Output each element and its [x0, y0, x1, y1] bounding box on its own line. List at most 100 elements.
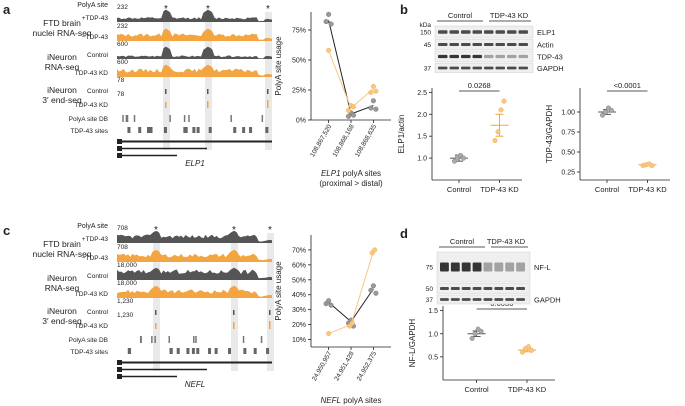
y-tick-label: 10% — [292, 337, 306, 344]
data-point — [346, 107, 352, 113]
chart-b-elp1: 1.0 1.5 2.0 2.5 Control TDP-43 KD ELP1/actin 0.… — [397, 81, 522, 194]
blot-band — [494, 287, 504, 290]
track-label: TDP-43 KD — [75, 102, 109, 109]
track-label: TDP-43 KD — [75, 323, 109, 330]
blot-band — [518, 54, 528, 59]
data-point — [600, 112, 606, 118]
blot-band — [450, 262, 460, 272]
y-tick-label: 1.5 — [417, 134, 427, 141]
tdp43-binding-site — [242, 127, 246, 133]
blot-row-label: TDP-43 — [537, 53, 563, 62]
blot-band — [495, 66, 505, 70]
kda-marker: 45 — [424, 42, 432, 49]
blot-band — [440, 298, 449, 301]
track-label: +TDP-43 — [82, 236, 109, 243]
end-seq-spike — [165, 102, 167, 108]
tdp43-binding-site — [169, 348, 173, 354]
data-point — [373, 88, 379, 94]
group-label: iNeuron — [47, 52, 77, 62]
blot-band — [505, 298, 515, 301]
end-seq-spike — [165, 89, 167, 94]
asterisk: * — [232, 225, 236, 236]
data-point — [326, 298, 332, 304]
polya-db-site — [139, 336, 142, 343]
asterisk: * — [154, 225, 158, 236]
tdp43-binding-site — [249, 127, 253, 133]
blot-band — [507, 30, 517, 34]
polya-db-site — [188, 115, 190, 122]
y-tick-label: 2.5 — [417, 90, 427, 97]
asterisk: * — [164, 4, 168, 15]
y-tick-label: 25% — [292, 88, 306, 95]
kda-marker: 150 — [420, 30, 431, 37]
end-seq-spike — [233, 310, 235, 315]
y-tick-label: 0.75 — [561, 130, 575, 137]
blot-band — [472, 66, 482, 70]
tdp43-binding-site — [196, 348, 200, 354]
data-point — [472, 331, 478, 337]
track-label: PolyA site DB — [69, 337, 108, 344]
tdp43-binding-site — [192, 127, 196, 133]
blot-band — [440, 262, 449, 272]
blot-header-control: Control — [448, 11, 473, 20]
tdp43-binding-site — [146, 127, 150, 133]
polya-db-site — [242, 336, 245, 343]
coverage-track — [117, 64, 272, 77]
track-label: Control — [87, 52, 109, 59]
tdp43-binding-site — [163, 127, 167, 133]
y-tick-label: 1.0 — [417, 156, 427, 163]
data-point — [346, 113, 352, 119]
y-tick-label: 0.5 — [428, 354, 438, 361]
track-label: +TDP-43 — [82, 15, 109, 22]
blot-band — [472, 30, 482, 34]
x-tick-label: Control — [447, 185, 472, 194]
blot-band — [450, 298, 460, 301]
data-point — [495, 129, 501, 135]
y-tick-label: 30% — [292, 307, 306, 314]
kda-marker: 50 — [426, 286, 434, 293]
data-point — [323, 19, 329, 25]
blot-band — [484, 43, 494, 46]
y-tick-label: 60% — [292, 262, 306, 269]
data-point — [520, 349, 526, 355]
blot-row-label: ELP1 — [537, 28, 555, 37]
blot-band — [483, 298, 493, 301]
tdp43-binding-site — [183, 127, 187, 133]
tdp43-binding-site — [127, 127, 131, 133]
data-point — [326, 47, 332, 53]
polya-db-site — [122, 115, 124, 122]
y-tick-label: 0.25 — [561, 170, 575, 177]
panel-letter: d — [400, 226, 408, 241]
exon — [117, 139, 122, 144]
asterisk: * — [206, 4, 210, 15]
blot-header-control: Control — [450, 237, 475, 246]
data-point — [501, 98, 507, 104]
data-point — [368, 89, 374, 95]
x-tick-label: 108,867,520 — [309, 123, 333, 158]
group-label: RNA-seq — [45, 283, 80, 293]
kda-marker: 75 — [426, 265, 434, 272]
data-point — [328, 302, 334, 308]
data-point — [370, 83, 376, 89]
blot-band — [505, 262, 515, 272]
blot-band — [461, 43, 471, 46]
group-label: iNeuron — [47, 306, 77, 316]
blot-band — [472, 262, 482, 272]
y-axis-label: PolyA site usage — [274, 261, 283, 321]
polya-db-site — [151, 336, 153, 343]
kda-marker: 37 — [424, 66, 432, 73]
blot-band — [483, 262, 493, 272]
polya-db-site — [261, 115, 264, 122]
x-tick-label: Control — [595, 185, 620, 194]
x-tick-label: Control — [465, 385, 490, 394]
data-point — [326, 11, 332, 17]
coverage-track — [117, 46, 272, 59]
blot-band — [461, 287, 471, 290]
polya-site-label: PolyA site — [77, 2, 108, 9]
data-point — [370, 283, 376, 289]
data-point — [326, 331, 332, 337]
blot-band — [440, 287, 449, 290]
tdp43-binding-site — [265, 127, 269, 133]
blot-band — [494, 262, 504, 272]
blot-header-kd: TDP-43 KD — [487, 237, 526, 246]
